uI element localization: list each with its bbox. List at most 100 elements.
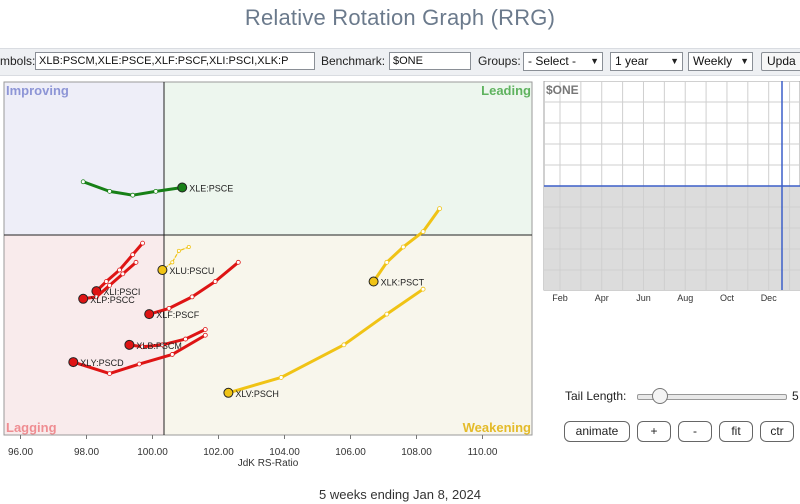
series-label: XLK:PSCT — [381, 278, 425, 288]
tail-point — [130, 192, 136, 198]
series-label: XLI:PSCI — [103, 287, 140, 297]
quadrant-weakening — [164, 235, 532, 435]
tail-point — [166, 305, 172, 311]
fit-button[interactable]: fit — [719, 421, 753, 442]
tail-point — [120, 271, 126, 277]
x-tick-label: 96.00 — [8, 447, 33, 458]
plot-frame — [3, 81, 533, 436]
series-label: XLY:PSCD — [80, 358, 124, 368]
x-tick-label: 102.00 — [203, 447, 234, 458]
head-point — [78, 293, 89, 304]
tail-point — [80, 179, 86, 185]
x-tick-label: 100.00 — [137, 447, 168, 458]
tail-point — [212, 279, 218, 284]
benchmark-label: Benchmark: — [321, 54, 386, 68]
head-point — [177, 182, 188, 193]
tail-point — [384, 259, 390, 265]
head-point — [368, 276, 379, 287]
tail-point — [117, 267, 122, 273]
zoom-out-button[interactable]: - — [678, 421, 712, 442]
symbols-label: mbols: — [0, 54, 36, 68]
series-label: XLP:PSCC — [90, 295, 135, 305]
x-tick-label: 108.00 — [401, 447, 432, 458]
period-select[interactable]: 1 year ▼ — [610, 52, 683, 71]
tail-point — [341, 342, 347, 348]
tail-point — [189, 294, 195, 300]
x-tick-label: 106.00 — [335, 447, 366, 458]
quadrant-label-improving: Improving — [6, 83, 69, 98]
symbols-input[interactable]: XLB:PSCM,XLE:PSCE,XLF:PSCF,XLI:PSCI,XLK:… — [35, 52, 315, 70]
tail-length-label: Tail Length: — [565, 389, 627, 403]
tail-point — [202, 327, 208, 332]
quadrant-lagging — [4, 235, 164, 435]
page-title: Relative Rotation Graph (RRG) — [244, 5, 556, 30]
series-label: XLF:PSCF — [156, 310, 200, 320]
tail-length-slider[interactable] — [637, 394, 787, 400]
tail-point — [186, 244, 191, 249]
benchmark-x-tick-label: Aug — [677, 293, 693, 303]
tail-point — [140, 240, 146, 246]
toolbar: mbols: XLB:PSCM,XLE:PSCE,XLF:PSCF,XLI:PS… — [0, 48, 800, 76]
tail-point — [235, 259, 241, 265]
benchmark-x-tick-label: Feb — [552, 293, 568, 303]
tail-length-slider-thumb[interactable] — [652, 388, 668, 404]
tail-point — [136, 361, 142, 367]
chevron-down-icon: ▼ — [740, 56, 749, 66]
groups-select[interactable]: - Select - ▼ — [523, 52, 603, 71]
center-button[interactable]: ctr — [760, 421, 794, 442]
tail-point — [202, 332, 208, 338]
tail-point — [107, 371, 112, 377]
tail-point — [278, 375, 284, 380]
tail-point — [384, 311, 390, 317]
frequency-select-value: Weekly — [693, 54, 733, 68]
benchmark-chart: $ONE Feb Apr Jun Aug Oct Dec — [543, 81, 800, 303]
tail-point — [420, 229, 426, 235]
tail-point — [133, 259, 139, 265]
tail-point — [420, 286, 426, 292]
benchmark-x-tick-label: Dec — [761, 293, 778, 303]
tail-point — [107, 188, 112, 194]
x-tick-label: 110.00 — [468, 447, 498, 458]
groups-label: Groups: — [478, 54, 521, 68]
date-range-caption: 5 weeks ending Jan 8, 2024 — [319, 487, 481, 502]
series-label: XLV:PSCH — [235, 389, 279, 399]
tail-point — [170, 260, 175, 265]
benchmark-lower-fill — [544, 186, 800, 290]
quadrant-label-lagging: Lagging — [6, 420, 57, 435]
quadrant-label-weakening: Weakening — [463, 420, 531, 435]
tail-point — [140, 344, 146, 350]
tail-point — [183, 336, 188, 342]
groups-select-value: - Select - — [528, 54, 577, 68]
series-layer: XLE:PSCE XLK:PSCT XLU:PSCU XLI:PSCIXLP:PSCC… — [68, 179, 443, 399]
tail-point — [159, 342, 165, 348]
quadrant-label-leading: Leading — [481, 83, 531, 98]
head-point — [68, 357, 79, 368]
update-button[interactable]: Upda — [761, 52, 800, 71]
zoom-in-button[interactable]: + — [637, 421, 671, 442]
tail-point — [153, 188, 159, 194]
tail-point — [176, 248, 181, 253]
quadrant-leading — [164, 82, 532, 235]
tail-point — [107, 282, 112, 288]
x-axis-label: JdK RS-Ratio — [238, 458, 299, 466]
head-point — [144, 309, 155, 320]
x-axis-ticks: 96.00 98.00 100.00 102.00 104.00 106.00 108.00… — [8, 435, 498, 458]
tail-line — [161, 246, 190, 271]
x-tick-label: 98.00 — [74, 447, 99, 458]
period-select-value: 1 year — [615, 54, 649, 68]
head-point — [223, 387, 234, 398]
frequency-select[interactable]: Weekly ▼ — [688, 52, 753, 71]
chevron-down-icon: ▼ — [670, 56, 679, 66]
animate-button[interactable]: animate — [564, 421, 630, 442]
tail-point — [103, 279, 109, 284]
benchmark-input[interactable]: $ONE — [389, 52, 471, 70]
rrg-chart: Improving Leading Lagging Weakening 96.0… — [3, 81, 533, 466]
head-point — [157, 265, 168, 276]
benchmark-x-tick-label: Jun — [636, 293, 651, 303]
series-label: XLE:PSCE — [189, 184, 233, 194]
tail-point — [400, 244, 406, 250]
head-point — [124, 339, 135, 350]
x-tick-label: 104.00 — [269, 447, 300, 458]
series-label: XLB:PSCM — [136, 341, 182, 351]
benchmark-title: $ONE — [546, 83, 579, 97]
